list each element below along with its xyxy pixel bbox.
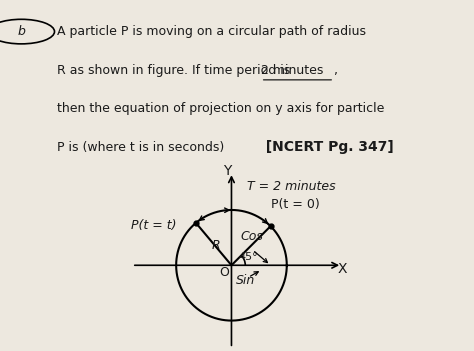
Text: P is (where t is in seconds): P is (where t is in seconds) bbox=[57, 141, 224, 154]
Text: Y: Y bbox=[223, 164, 231, 178]
Text: A particle P is moving on a circular path of radius: A particle P is moving on a circular pat… bbox=[57, 25, 366, 38]
Text: T = 2 minutes: T = 2 minutes bbox=[247, 180, 336, 193]
Text: 45°: 45° bbox=[239, 252, 258, 262]
Text: 2 minutes: 2 minutes bbox=[261, 64, 323, 77]
Text: [NCERT Pg. 347]: [NCERT Pg. 347] bbox=[256, 140, 394, 154]
Text: P(t = t): P(t = t) bbox=[131, 219, 176, 232]
Text: R as shown in figure. If time period is: R as shown in figure. If time period is bbox=[57, 64, 294, 77]
Text: R: R bbox=[212, 239, 220, 252]
Text: X: X bbox=[337, 262, 347, 276]
Text: Sin: Sin bbox=[236, 274, 255, 287]
Text: b: b bbox=[18, 25, 25, 38]
Text: then the equation of projection on y axis for particle: then the equation of projection on y axi… bbox=[57, 102, 384, 115]
Text: Cos: Cos bbox=[240, 230, 263, 243]
Text: P(t = 0): P(t = 0) bbox=[271, 198, 320, 211]
Text: O: O bbox=[219, 266, 228, 279]
Text: ,: , bbox=[334, 64, 338, 77]
